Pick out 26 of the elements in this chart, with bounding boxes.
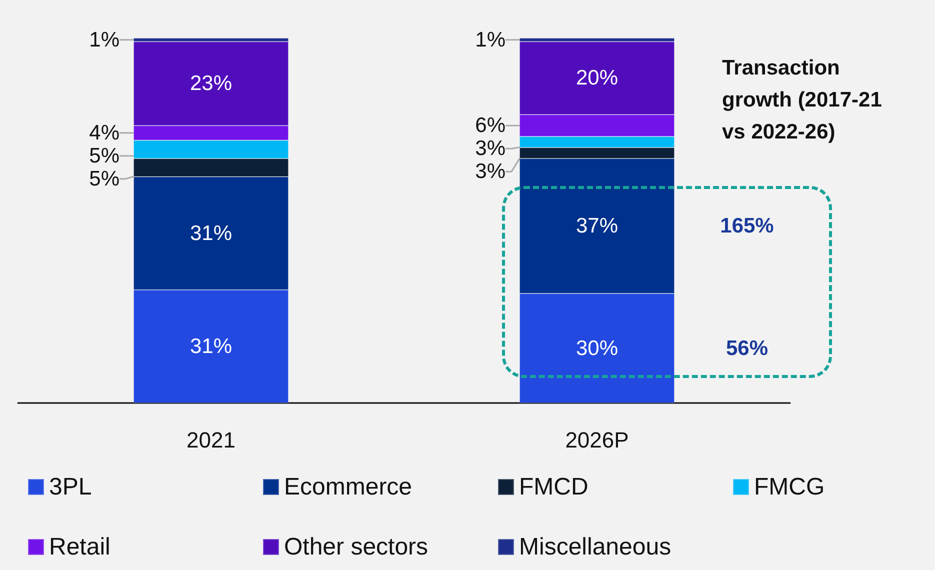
data-label: 3% [475,160,506,184]
legend-label: FMCG [754,474,825,500]
data-label: 5% [89,167,120,190]
legend-label: Ecommerce [284,474,412,500]
data-label: 23% [190,72,232,96]
legend-label: Retail [49,534,110,560]
data-label: 31% [190,334,232,358]
x-tick-label: 2021 [186,428,236,452]
x-tick-label: 2026P [565,428,629,452]
legend-label: Miscellaneous [519,534,672,560]
data-label: 4% [89,121,120,144]
data-label: 30% [576,336,618,360]
data-label: 1% [475,28,506,52]
legend-label: 3PL [49,474,92,500]
data-label: 1% [89,28,120,52]
legend-label: FMCD [519,474,588,500]
data-label: 37% [576,214,618,238]
data-label: 6% [475,114,506,138]
data-label: 20% [576,66,618,90]
annotation: Transaction growth (2017-21 vs 2022-26) [722,56,888,144]
annotation: 56% [726,336,768,360]
data-label: 5% [89,144,120,168]
data-label: 31% [190,222,232,245]
data-label: 3% [475,137,506,160]
annotation: 165% [720,214,774,238]
legend-label: Other sectors [284,534,428,560]
